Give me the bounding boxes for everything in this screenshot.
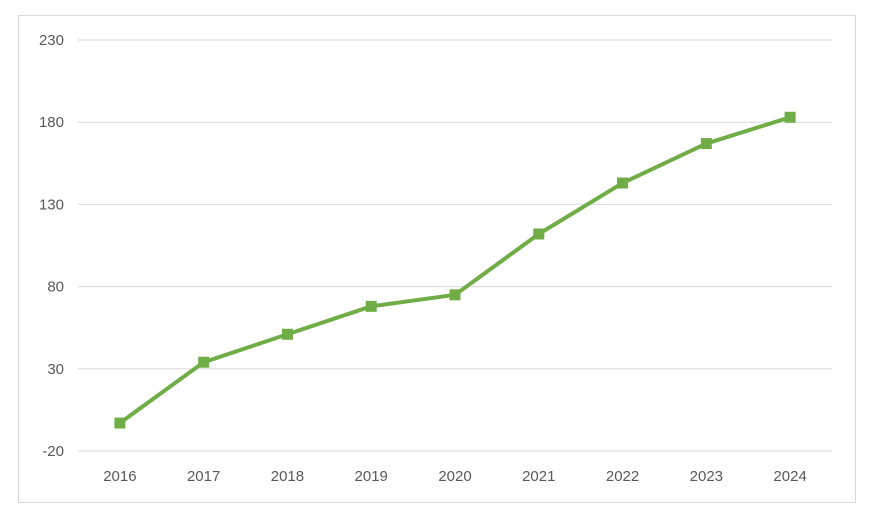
- x-tick-label: 2017: [187, 468, 220, 485]
- y-axis-tick-labels: -20 30 80 130 180 230: [39, 32, 64, 460]
- y-tick-label: 80: [47, 279, 64, 296]
- x-tick-label: 2023: [690, 468, 723, 485]
- data-point-marker: [784, 111, 796, 123]
- data-point-marker: [700, 138, 712, 150]
- series-line: [117, 115, 793, 426]
- series-markers: [114, 111, 796, 429]
- x-tick-label: 2016: [103, 468, 136, 485]
- x-tick-label: 2020: [438, 468, 471, 485]
- data-point-marker: [281, 328, 293, 340]
- data-point-marker: [449, 289, 461, 301]
- y-tick-label: 180: [39, 114, 64, 131]
- x-tick-label: 2018: [271, 468, 304, 485]
- y-tick-label: 130: [39, 196, 64, 213]
- data-point-marker: [365, 300, 377, 312]
- y-tick-label: 30: [47, 361, 64, 378]
- y-tick-label: 230: [39, 32, 64, 49]
- data-point-marker: [533, 228, 545, 240]
- x-axis-tick-labels: 2016 2017 2018 2019 2020 2021 2022 2023 2024: [103, 468, 807, 485]
- x-tick-label: 2024: [773, 468, 806, 485]
- data-point-marker: [198, 356, 210, 368]
- x-tick-label: 2019: [355, 468, 388, 485]
- data-point-marker: [617, 177, 629, 189]
- y-tick-label: -20: [42, 443, 64, 460]
- x-tick-label: 2021: [522, 468, 555, 485]
- x-tick-label: 2022: [606, 468, 639, 485]
- chart-frame: [18, 15, 856, 503]
- gridlines: [78, 39, 832, 452]
- data-point-marker: [114, 417, 126, 429]
